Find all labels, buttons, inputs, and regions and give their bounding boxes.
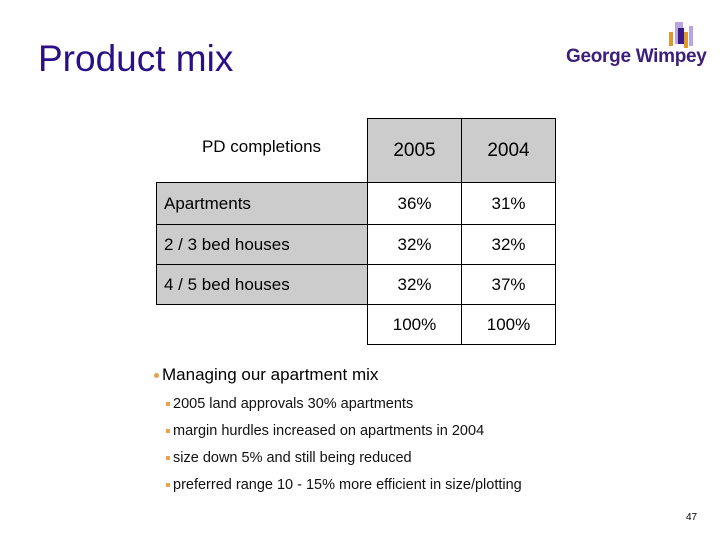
- sub-bullet-text: size down 5% and still being reduced: [173, 449, 412, 466]
- table-corner-label: PD completions: [201, 137, 322, 156]
- bullet-square-icon: [166, 455, 170, 460]
- company-logo: George Wimpey: [566, 20, 707, 70]
- logo-text: George Wimpey: [566, 46, 707, 67]
- table-cell: 37%: [461, 264, 556, 305]
- logo-mark-icon: [669, 22, 693, 48]
- table-cell: 32%: [367, 224, 462, 265]
- column-header-2004: 2004: [461, 118, 556, 183]
- sub-bullet-text: margin hurdles increased on apartments i…: [173, 422, 485, 439]
- sub-bullet: size down 5% and still being reduced: [166, 444, 522, 471]
- sub-bullet: margin hurdles increased on apartments i…: [166, 417, 522, 444]
- bullet-dot-icon: [154, 372, 159, 378]
- table-cell: 31%: [461, 182, 556, 225]
- row-label-4-5-bed: 4 / 5 bed houses: [156, 264, 368, 305]
- sub-bullet: preferred range 10 - 15% more efficient …: [166, 471, 522, 498]
- page-number: 47: [686, 512, 698, 523]
- column-header-2005: 2005: [367, 118, 462, 183]
- total-cell-2004: 100%: [461, 304, 556, 345]
- bullet-list: Managing our apartment mix 2005 land app…: [154, 363, 522, 498]
- bullet-heading-text: Managing our apartment mix: [162, 365, 379, 384]
- bullet-square-icon: [166, 401, 170, 406]
- total-cell-2005: 100%: [367, 304, 462, 345]
- bullet-heading: Managing our apartment mix: [154, 363, 522, 387]
- bullet-square-icon: [166, 428, 170, 433]
- slide-title: Product mix: [38, 38, 234, 79]
- table-cell: 32%: [367, 264, 462, 305]
- table-cell: 32%: [461, 224, 556, 265]
- sub-bullet: 2005 land approvals 30% apartments: [166, 390, 522, 417]
- row-label-apartments: Apartments: [156, 182, 368, 225]
- sub-bullet-text: preferred range 10 - 15% more efficient …: [173, 476, 522, 493]
- sub-bullet-text: 2005 land approvals 30% apartments: [173, 395, 414, 412]
- bullet-square-icon: [166, 482, 170, 487]
- table-cell: 36%: [367, 182, 462, 225]
- row-label-2-3-bed: 2 / 3 bed houses: [156, 224, 368, 265]
